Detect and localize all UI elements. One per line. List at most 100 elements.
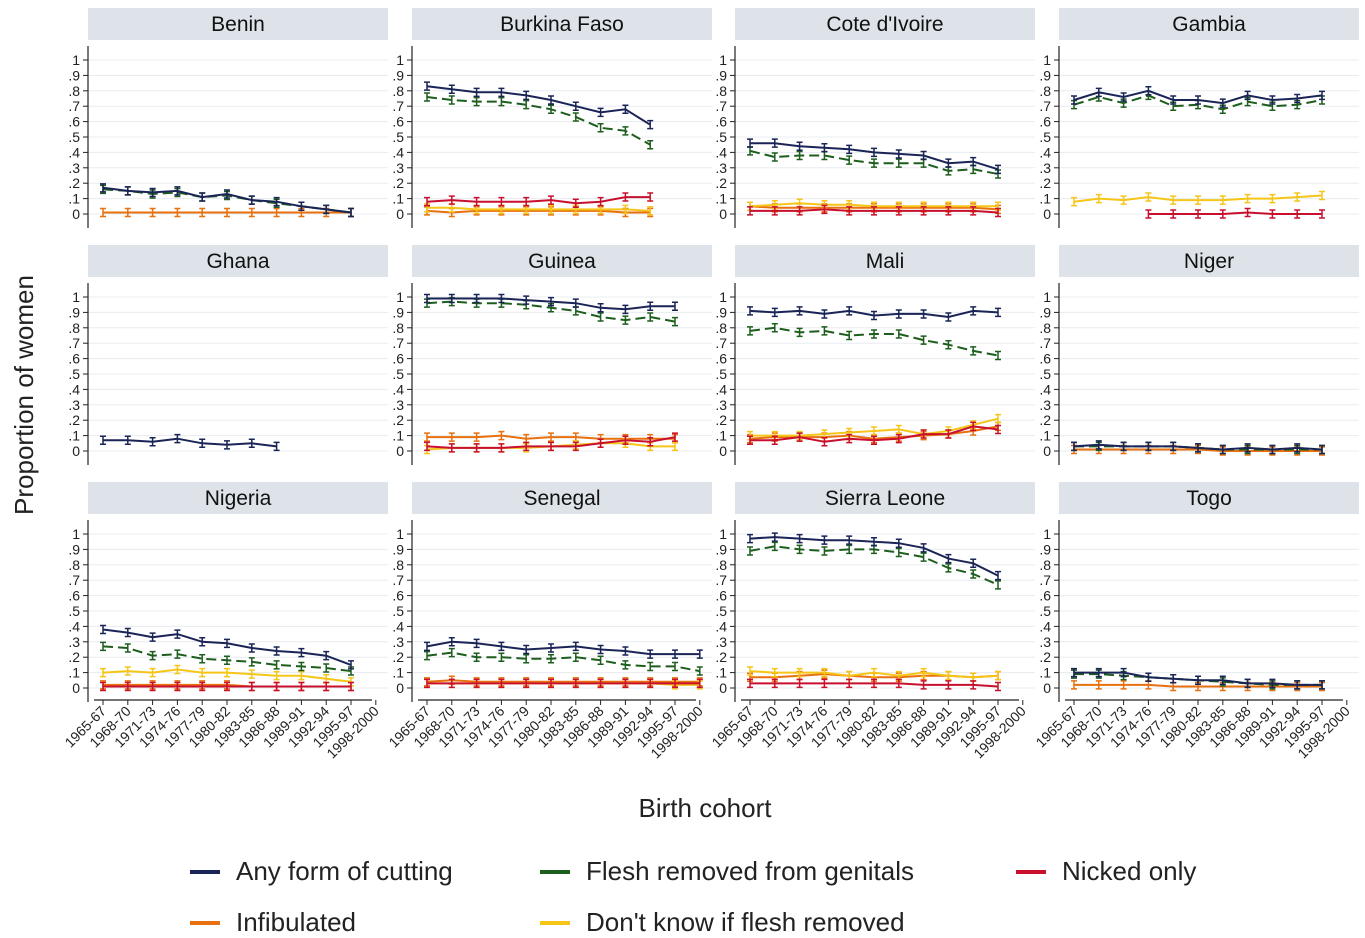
data-point-gambia-any: [1294, 93, 1301, 104]
panel-header-cote-d-ivoire: [735, 8, 1035, 40]
data-point-benin-any: [273, 196, 280, 207]
data-point-gambia-dk: [1244, 193, 1251, 204]
y-tick-label: 0: [72, 443, 80, 459]
data-point-mali-flesh: [945, 339, 952, 350]
data-point-gambia-any: [1145, 86, 1152, 96]
data-point-nigeria-flesh: [124, 643, 131, 653]
data-point-cote-d-ivoire-any: [945, 158, 952, 168]
data-point-mali-nicked: [995, 424, 1001, 435]
data-point-sierra-leone-nicked: [945, 680, 952, 690]
y-tick-label: .4: [392, 144, 404, 160]
data-point-cote-d-ivoire-any: [796, 141, 803, 151]
data-point-gambia-any: [1170, 95, 1177, 105]
data-point-togo-infib: [1120, 680, 1127, 690]
data-point-sierra-leone-flesh: [821, 546, 828, 556]
data-point-cote-d-ivoire-any: [771, 138, 778, 148]
data-point-senegal-flesh: [523, 653, 530, 664]
y-tick-label: 0: [1043, 680, 1051, 696]
data-point-senegal-flesh: [622, 660, 629, 670]
y-axis-title: Proportion of women: [9, 275, 39, 515]
data-point-nigeria-flesh: [174, 649, 181, 659]
data-point-sierra-leone-any: [945, 553, 952, 564]
y-tick-label: .8: [715, 557, 727, 573]
data-point-nigeria-any: [149, 632, 156, 642]
data-point-senegal-any: [548, 643, 554, 653]
y-tick-label: .1: [715, 665, 727, 681]
data-point-nigeria-nicked: [248, 681, 255, 692]
data-point-cote-d-ivoire-any: [995, 164, 1001, 175]
data-point-benin-infib: [199, 207, 206, 218]
data-point-mali-nicked: [871, 435, 877, 445]
data-point-nigeria-dk: [100, 667, 106, 678]
data-point-benin-infib: [174, 207, 181, 218]
panel-header-guinea: [412, 245, 712, 277]
y-tick-label: .2: [68, 649, 80, 665]
data-point-sierra-leone-flesh: [796, 544, 803, 555]
data-point-guinea-any: [523, 295, 530, 305]
panel-title-senegal: Senegal: [523, 487, 600, 510]
data-point-senegal-flesh: [647, 661, 654, 672]
legend-item-any: Any form of cutting: [190, 856, 453, 887]
data-point-burkina-faso-nicked: [622, 192, 629, 202]
data-point-sierra-leone-dk: [920, 667, 927, 678]
y-tick-label: .9: [1039, 304, 1051, 320]
data-point-niger-any: [1095, 440, 1102, 450]
data-point-senegal-nicked: [523, 678, 530, 689]
data-point-senegal-flesh: [696, 666, 703, 676]
data-point-nigeria-flesh: [100, 641, 106, 652]
data-point-sierra-leone-flesh: [771, 541, 778, 552]
data-point-gambia-dk: [1294, 192, 1301, 202]
data-point-gambia-nicked: [1195, 209, 1201, 219]
legend-swatch-infib: [190, 920, 220, 925]
data-point-niger-any: [1120, 441, 1127, 452]
y-tick-label: .3: [715, 160, 727, 176]
y-tick-label: 0: [72, 680, 80, 696]
data-point-gambia-any: [1244, 90, 1251, 101]
data-point-ghana-any: [149, 437, 156, 447]
data-point-nigeria-any: [124, 627, 131, 638]
y-tick-label: .5: [1039, 603, 1051, 619]
data-point-mali-flesh: [920, 335, 927, 345]
data-point-guinea-nicked: [572, 441, 579, 452]
y-tick-label: .5: [715, 603, 727, 619]
data-point-mali-dk: [895, 424, 902, 435]
data-point-burkina-faso-nicked: [498, 196, 505, 207]
data-point-mali-nicked: [920, 429, 927, 439]
y-tick-label: 1: [396, 289, 404, 305]
data-point-cote-d-ivoire-flesh: [771, 152, 778, 162]
data-point-sierra-leone-nicked: [995, 681, 1001, 692]
data-point-togo-any: [1170, 674, 1177, 684]
data-point-niger-any: [1170, 441, 1177, 452]
y-tick-label: .1: [1039, 665, 1051, 681]
data-point-cote-d-ivoire-any: [871, 147, 877, 158]
data-point-sierra-leone-dk: [747, 666, 753, 676]
y-tick-label: .8: [68, 83, 80, 99]
data-point-guinea-nicked: [672, 432, 678, 442]
panel-header-sierra-leone: [735, 482, 1035, 514]
data-point-nigeria-dk: [224, 667, 230, 678]
y-tick-label: .2: [392, 649, 404, 665]
y-tick-label: .4: [68, 618, 80, 634]
data-point-sierra-leone-dk: [821, 667, 828, 678]
data-point-senegal-nicked: [548, 678, 554, 689]
data-point-guinea-any: [448, 293, 455, 304]
data-point-nigeria-any: [348, 660, 354, 670]
data-point-sierra-leone-dk: [771, 667, 778, 678]
data-point-mali-nicked: [945, 429, 952, 439]
series-line-burkina-faso-any: [426, 85, 651, 126]
y-tick-label: 0: [719, 443, 727, 459]
y-tick-label: .8: [392, 557, 404, 573]
data-point-niger-any: [1145, 441, 1152, 452]
data-point-mali-nicked: [771, 435, 778, 445]
data-point-togo-any: [1071, 667, 1077, 678]
data-point-cote-d-ivoire-nicked: [995, 207, 1001, 218]
y-tick-label: .8: [68, 557, 80, 573]
data-point-niger-any: [1244, 443, 1251, 453]
data-point-mali-any: [970, 306, 977, 316]
data-point-guinea-infib: [448, 432, 455, 442]
y-tick-label: .1: [715, 428, 727, 444]
y-tick-label: .2: [1039, 175, 1051, 191]
data-point-sierra-leone-any: [771, 532, 778, 542]
data-point-senegal-nicked: [473, 678, 480, 689]
data-point-guinea-infib: [424, 432, 430, 442]
